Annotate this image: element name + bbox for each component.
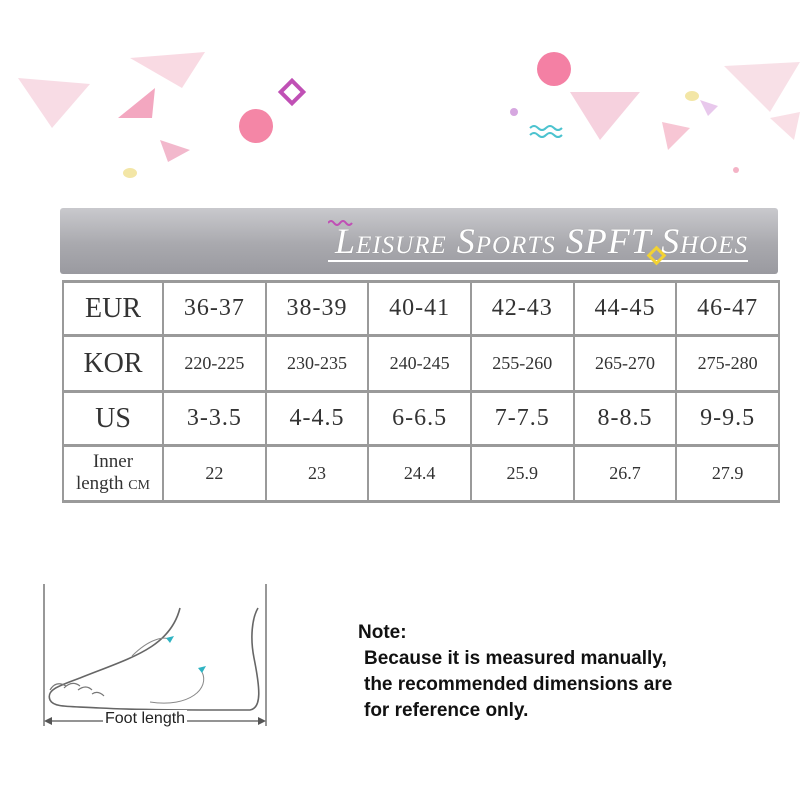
arrow-right-head <box>258 717 266 725</box>
pink-ball-1 <box>239 109 273 143</box>
row-label-eur: EUR <box>62 280 164 337</box>
table-cell: 3-3.5 <box>162 391 267 447</box>
pink-triangle-2 <box>130 52 205 88</box>
table-cell: 255-260 <box>469 335 575 393</box>
pink-triangle-1 <box>18 78 90 128</box>
note-line-1: Because it is measured manually, <box>364 648 667 669</box>
table-cell: 46-47 <box>675 280 780 337</box>
table-cell: 265-270 <box>572 335 678 393</box>
yellow-diamond <box>646 245 667 266</box>
row-label-kor: KOR <box>62 335 164 393</box>
table-cell: 26.7 <box>572 445 678 503</box>
table-cell: 4-4.5 <box>264 391 370 447</box>
row-label-inner-length: Inner length CM <box>62 445 164 503</box>
table-cell: 230-235 <box>264 335 370 393</box>
table-cell: 23 <box>264 445 370 503</box>
purple-diamond <box>277 77 307 107</box>
table-cell: 240-245 <box>367 335 472 393</box>
foot-diagram <box>43 584 267 726</box>
banner-squiggle <box>328 220 353 226</box>
table-cell: 275-280 <box>675 335 780 393</box>
unit-cm: CM <box>128 477 151 493</box>
inner-curve-2 <box>149 671 205 704</box>
inner-label-line1: Inner <box>92 450 134 472</box>
toes <box>49 682 105 697</box>
table-cell: 6-6.5 <box>367 391 472 447</box>
purple-dot <box>510 108 518 116</box>
yellow-dot-2 <box>685 91 699 101</box>
pink-triangle-8 <box>770 112 800 140</box>
note-block: Note: Because it is measured manually, t… <box>358 620 672 724</box>
teal-waves <box>529 125 563 138</box>
foot-outline <box>48 607 260 711</box>
table-cell: 24.4 <box>367 445 472 503</box>
pink-triangle-6 <box>662 122 690 150</box>
row-label-us: US <box>62 391 164 447</box>
table-cell: 8-8.5 <box>572 391 678 447</box>
table-cell: 38-39 <box>264 280 370 337</box>
pink-ball-2 <box>537 52 571 86</box>
pink-triangle-3 <box>118 88 155 118</box>
banner-underline <box>328 260 748 262</box>
decorative-shapes <box>18 52 800 178</box>
table-cell: 25.9 <box>469 445 575 503</box>
table-cell: 9-9.5 <box>675 391 780 447</box>
note-line-3: for reference only. <box>364 700 529 721</box>
arrow-left-head <box>44 717 52 725</box>
inner-label-line2: length <box>75 472 124 494</box>
table-row-us: US 3-3.5 4-4.5 6-6.5 7-7.5 8-8.5 9-9.5 <box>62 391 780 447</box>
lavender-triangle <box>700 100 718 116</box>
table-row-eur: EUR 36-37 38-39 40-41 42-43 44-45 46-47 <box>62 280 780 337</box>
table-row-inner-length: Inner length CM 22 23 24.4 25.9 26.7 27.… <box>62 445 780 503</box>
pink-triangle-4 <box>160 140 190 162</box>
teal-marker-2 <box>198 666 206 673</box>
table-cell: 44-45 <box>572 280 678 337</box>
banner-title: Leisure Sports SPFT Shoes <box>335 221 748 261</box>
teal-marker-1 <box>166 636 174 643</box>
pink-dot-small <box>733 167 739 173</box>
table-cell: 40-41 <box>367 280 472 337</box>
table-cell: 42-43 <box>469 280 575 337</box>
table-cell: 220-225 <box>162 335 267 393</box>
table-cell: 7-7.5 <box>469 391 575 447</box>
note-line-2: the recommended dimensions are <box>364 674 673 695</box>
pink-triangle-7 <box>724 62 800 112</box>
size-chart-table: EUR 36-37 38-39 40-41 42-43 44-45 46-47 … <box>62 280 780 503</box>
foot-length-label: Foot length <box>103 710 188 728</box>
title-banner: Leisure Sports SPFT Shoes <box>60 208 778 274</box>
table-cell: 36-37 <box>162 280 267 337</box>
note-heading: Note: <box>358 622 407 643</box>
yellow-dot-1 <box>123 168 137 178</box>
table-cell: 22 <box>162 445 267 503</box>
pink-triangle-5 <box>570 92 640 140</box>
table-cell: 27.9 <box>675 445 780 503</box>
table-row-kor: KOR 220-225 230-235 240-245 255-260 265-… <box>62 335 780 393</box>
